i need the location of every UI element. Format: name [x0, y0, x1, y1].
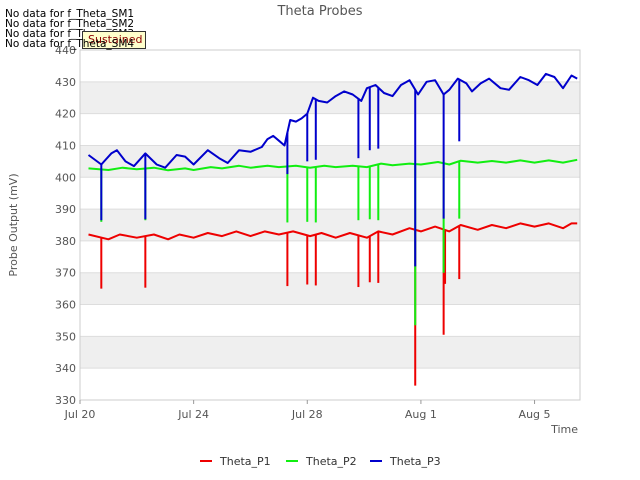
x-tick-label: Aug 1: [405, 408, 437, 421]
x-tick-labels: Jul 20 Jul 24 Jul 28 Aug 1 Aug 5: [64, 400, 551, 421]
legend-item-theta-p2: Theta_P2: [286, 455, 357, 468]
series-layer: [87, 72, 578, 386]
y-tick-label: 370: [55, 267, 76, 280]
y-tick-label: 340: [55, 362, 76, 375]
legend-label: Theta_P3: [389, 455, 441, 468]
series-theta-p1: [88, 222, 578, 386]
series-line: [87, 72, 578, 169]
x-tick-label: Jul 28: [291, 408, 323, 421]
y-tick-label: 390: [55, 203, 76, 216]
legend-item-theta-p1: Theta_P1: [200, 455, 271, 468]
y-tick-label: 400: [55, 171, 76, 184]
series-line: [88, 158, 578, 172]
x-tick-label: Jul 20: [64, 408, 96, 421]
y-tick-label: 440: [55, 44, 76, 57]
no-data-notice-sm2: No data for f_Theta_SM2: [5, 18, 135, 30]
x-tick-label: Aug 5: [519, 408, 551, 421]
legend-item-theta-p3: Theta_P3: [370, 455, 441, 468]
legend-label: Theta_P1: [219, 455, 271, 468]
legend: Theta_P1 Theta_P2 Theta_P3: [200, 455, 441, 468]
legend-label: Theta_P2: [305, 455, 357, 468]
no-data-notice-sm4: No data for f_Theta_SM4: [5, 38, 135, 50]
y-tick-label: 380: [55, 235, 76, 248]
plot-bands: [80, 50, 580, 400]
plot-band: [80, 272, 580, 305]
y-tick-label: 350: [55, 330, 76, 343]
y-tick-label: 330: [55, 394, 76, 407]
sustained-badge: Sustained: [82, 31, 146, 49]
y-axis-label: Probe Output (mV): [7, 173, 20, 276]
chart-title: Theta Probes: [276, 4, 362, 19]
no-data-notice-sm1: No data for f_Theta_SM1: [5, 8, 135, 20]
y-tick-labels: 330 340 350 360 370 380 390 400 410 420 430 440: [55, 44, 76, 407]
y-tick-label: 410: [55, 139, 76, 152]
plot-band: [80, 145, 580, 178]
y-tick-label: 360: [55, 299, 76, 312]
series-theta-p3: [87, 72, 578, 267]
series-line: [88, 222, 578, 241]
plot-band: [80, 336, 580, 369]
plot-band: [80, 81, 580, 114]
y-tick-label: 430: [55, 76, 76, 89]
plot-frame: [79, 49, 581, 401]
y-tick-label: 420: [55, 108, 76, 121]
x-tick-label: Jul 24: [177, 408, 209, 421]
x-axis-label: Time: [550, 423, 578, 436]
